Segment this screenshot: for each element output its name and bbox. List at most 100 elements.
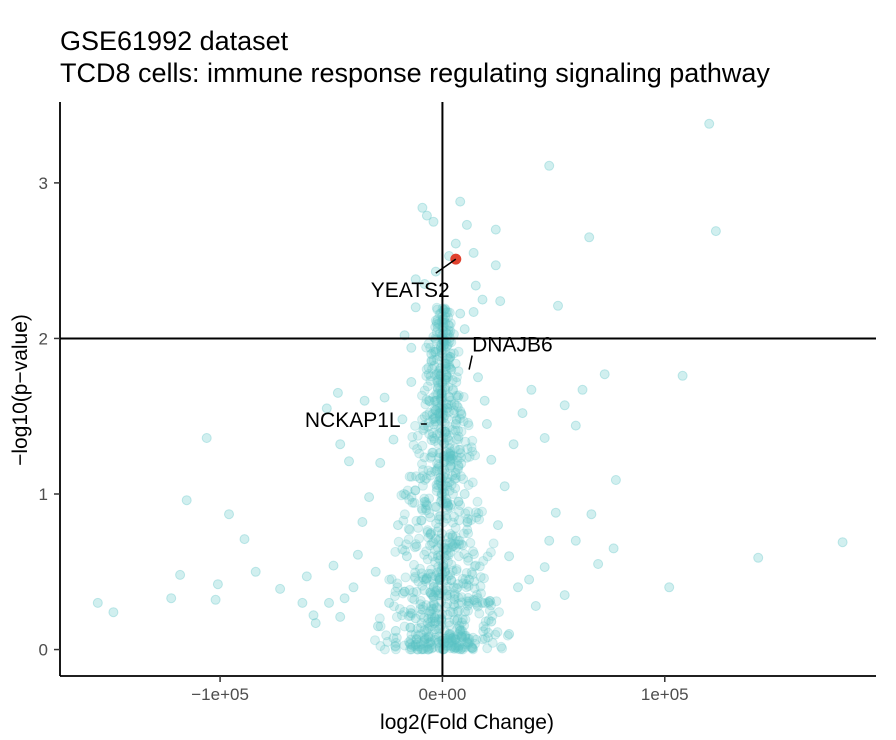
data-point (454, 535, 465, 546)
data-point (92, 597, 103, 608)
data-point (453, 642, 464, 652)
data-point (409, 559, 419, 570)
data-point (413, 641, 424, 652)
data-point (456, 625, 466, 635)
data-point (455, 308, 466, 319)
data-point (452, 582, 463, 593)
data-point (175, 569, 186, 580)
data-point (447, 565, 458, 576)
data-point (431, 317, 442, 328)
data-point (463, 592, 474, 603)
data-point (431, 479, 442, 490)
data-point (384, 597, 395, 608)
data-point (462, 443, 473, 454)
data-point (753, 552, 764, 563)
data-point (448, 489, 458, 499)
data-point (406, 342, 417, 353)
data-point (486, 454, 497, 465)
data-point (455, 644, 466, 655)
data-point (406, 642, 417, 653)
data-point (425, 375, 436, 386)
data-point (382, 636, 393, 647)
data-point (466, 515, 477, 525)
data-point (474, 561, 485, 572)
data-point (462, 513, 473, 524)
data-point (446, 461, 457, 472)
data-point (445, 446, 456, 457)
data-point (431, 486, 442, 496)
data-point (599, 369, 610, 380)
data-point (424, 622, 435, 633)
data-point (210, 594, 221, 605)
data-point (443, 556, 453, 567)
data-point (431, 518, 442, 529)
data-point (450, 473, 461, 484)
data-point (449, 591, 460, 602)
data-point (473, 372, 483, 383)
data-point (414, 533, 424, 544)
data-point (471, 634, 482, 645)
data-point (453, 460, 464, 471)
data-point (462, 596, 473, 607)
data-point (452, 392, 463, 403)
data-point (434, 452, 445, 463)
data-point (401, 539, 412, 550)
data-point (431, 389, 442, 400)
data-point (664, 582, 675, 593)
data-point (405, 610, 416, 621)
data-point (453, 346, 464, 357)
data-point (430, 466, 441, 477)
data-point (431, 603, 442, 613)
data-point (450, 238, 461, 249)
data-point (426, 355, 437, 366)
data-point (399, 586, 410, 597)
data-point (427, 431, 438, 442)
data-point (456, 539, 467, 550)
data-point (423, 638, 434, 649)
data-point (428, 592, 439, 603)
data-point (470, 280, 481, 291)
data-point (399, 488, 409, 499)
data-point (419, 634, 430, 645)
data-point (446, 499, 457, 510)
data-point (430, 322, 441, 332)
data-point (455, 444, 466, 455)
data-point (459, 630, 470, 641)
data-point (426, 349, 437, 359)
data-point (375, 457, 386, 468)
data-point (419, 452, 430, 463)
x-tick-label: −1e+05 (191, 685, 249, 704)
data-point (478, 556, 489, 566)
data-point (495, 296, 506, 307)
data-point (405, 622, 416, 633)
data-point (388, 633, 399, 644)
data-point (410, 539, 421, 550)
data-point (393, 536, 404, 547)
data-point (427, 616, 438, 627)
data-point (454, 506, 465, 517)
data-point (419, 638, 430, 648)
data-point (488, 538, 499, 549)
data-point (469, 549, 479, 560)
data-point (364, 492, 375, 503)
data-point (443, 325, 454, 336)
data-point (450, 642, 461, 653)
data-point (423, 362, 434, 373)
data-point (428, 603, 439, 614)
data-point (419, 279, 430, 289)
data-point (425, 617, 436, 628)
data-point (446, 450, 457, 461)
data-point (412, 637, 423, 648)
data-point (429, 360, 440, 371)
y-tick-label: 0 (39, 641, 48, 660)
data-point (332, 387, 343, 398)
data-point (497, 643, 508, 654)
data-point (430, 416, 441, 427)
data-point (419, 625, 430, 636)
data-point (449, 642, 459, 653)
data-point (446, 633, 457, 644)
data-point (412, 644, 423, 655)
data-point (440, 510, 451, 521)
data-point (460, 436, 471, 447)
data-point (412, 430, 423, 441)
